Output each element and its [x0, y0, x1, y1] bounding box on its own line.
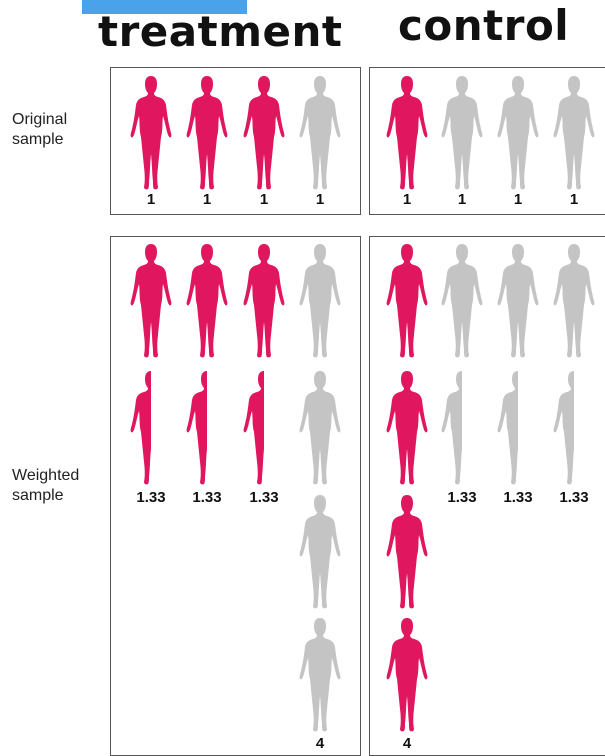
weighted-sample-label: Weighted sample	[12, 467, 80, 504]
weighted-control-person-icon	[438, 243, 486, 359]
weighted-treatment-weight-label: 1.33	[192, 489, 222, 506]
original-control-weight-label: 1	[569, 191, 579, 208]
weighted-control-person-icon	[550, 243, 598, 359]
weighted-treatment-half-person-icon	[183, 370, 231, 486]
original-control-weight-label: 1	[402, 191, 412, 208]
original-treatment-person-icon	[127, 75, 175, 191]
weighted-control-weight-label: 1.33	[559, 489, 589, 506]
weighted-control-person-icon	[383, 243, 431, 359]
weighted-treatment-half-person-icon	[127, 370, 175, 486]
weighted-treatment-weight-label: 4	[315, 735, 325, 752]
treatment-title: treatment	[98, 7, 343, 56]
weighted-treatment-person-icon	[127, 243, 175, 359]
original-treatment-weight-label: 1	[315, 191, 325, 208]
original-control-weight-label: 1	[513, 191, 523, 208]
weighted-control-weight-label: 4	[402, 735, 412, 752]
original-treatment-person-icon	[240, 75, 288, 191]
weighted-control-half-person-icon	[550, 370, 598, 486]
weighted-treatment-person-icon	[296, 243, 344, 359]
original-treatment-weight-label: 1	[202, 191, 212, 208]
weighted-control-weight-label: 1.33	[447, 489, 477, 506]
original-control-person-icon	[438, 75, 486, 191]
original-control-person-icon	[494, 75, 542, 191]
weighted-treatment-person-icon	[296, 617, 344, 733]
weighted-control-person-icon	[383, 370, 431, 486]
weighted-control-weight-label: 1.33	[503, 489, 533, 506]
weighted-treatment-weight-label: 1.33	[249, 489, 279, 506]
original-treatment-weight-label: 1	[259, 191, 269, 208]
original-control-person-icon	[383, 75, 431, 191]
weighted-control-person-icon	[383, 617, 431, 733]
original-treatment-weight-label: 1	[146, 191, 156, 208]
original-treatment-person-icon	[296, 75, 344, 191]
original-treatment-person-icon	[183, 75, 231, 191]
weighted-treatment-weight-label: 1.33	[136, 489, 166, 506]
control-title: control	[398, 1, 570, 50]
weighted-treatment-person-icon	[296, 494, 344, 610]
original-control-weight-label: 1	[457, 191, 467, 208]
weighted-treatment-person-icon	[296, 370, 344, 486]
weighted-treatment-person-icon	[183, 243, 231, 359]
weighted-treatment-person-icon	[240, 243, 288, 359]
weighted-control-person-icon	[383, 494, 431, 610]
weighted-control-half-person-icon	[438, 370, 486, 486]
original-control-person-icon	[550, 75, 598, 191]
title-accent-bar	[82, 0, 247, 14]
weighted-treatment-half-person-icon	[240, 370, 288, 486]
original-sample-label: Original sample	[12, 111, 68, 148]
weighted-control-person-icon	[494, 243, 542, 359]
weighted-control-half-person-icon	[494, 370, 542, 486]
